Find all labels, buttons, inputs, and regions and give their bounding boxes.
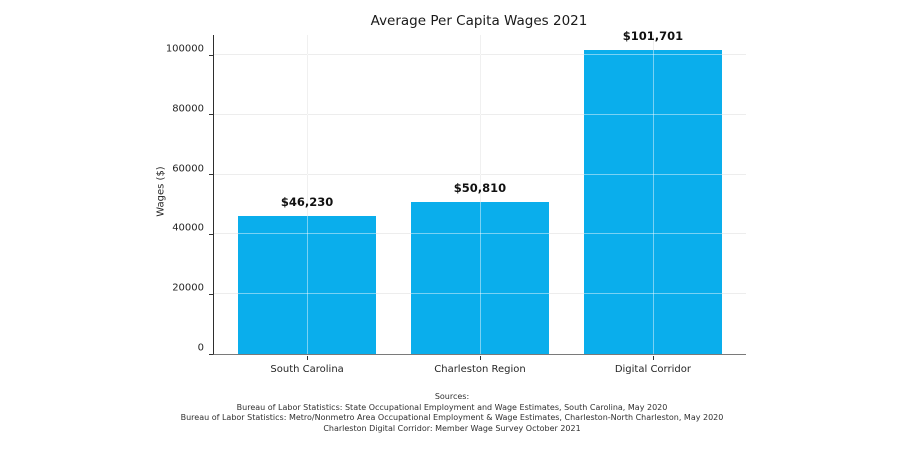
y-gridline-overlay [214, 293, 746, 295]
chart-title: Average Per Capita Wages 2021 [370, 13, 588, 29]
y-tick-label: 80000 [172, 103, 204, 115]
x-gridline-overlay [307, 35, 309, 354]
y-tick-label: 40000 [172, 222, 204, 234]
y-tick [209, 114, 213, 116]
y-tick [209, 174, 213, 176]
x-gridline-overlay [652, 35, 654, 354]
bar-value-label: $46,230 [280, 194, 334, 209]
y-tick-label: 60000 [172, 163, 204, 175]
y-tick [209, 54, 213, 56]
y-gridline-overlay [214, 113, 746, 115]
plot-area: 0 20000 40000 60000 80000 100000 $46,230 South … [166, 29, 746, 375]
sources-line: Sources: [434, 392, 470, 401]
x-tick [652, 356, 654, 360]
y-gridline-overlay [214, 233, 746, 235]
y-tick [209, 293, 213, 295]
y-tick-label: 20000 [172, 282, 204, 294]
x-gridline [307, 35, 309, 354]
x-tick-label: Charleston Region [434, 364, 526, 375]
y-axis-title: Wages ($) [155, 166, 167, 217]
sources-line: Bureau of Labor Statistics: Metro/Nonmet… [180, 413, 724, 422]
x-tick-label: South Carolina [270, 364, 344, 375]
y-gridline-overlay [214, 173, 746, 175]
x-tick [307, 356, 309, 360]
y-tick-label: 0 [197, 342, 204, 354]
y-tick [209, 353, 213, 355]
x-gridline [480, 35, 481, 354]
bar [583, 49, 723, 354]
sources-note: Sources: Bureau of Labor Statistics: Sta… [0, 392, 904, 434]
y-tick [209, 233, 213, 235]
x-tick-label: Digital Corridor [614, 364, 691, 375]
y-gridline-overlay [214, 54, 746, 56]
bar-value-label: $101,701 [622, 28, 684, 43]
x-tick [480, 356, 481, 360]
bar [237, 215, 377, 354]
x-gridline-overlay [480, 35, 481, 354]
y-tick-label: 100000 [165, 43, 204, 55]
sources-line: Bureau of Labor Statistics: State Occupa… [236, 402, 668, 412]
bar-value-label: $50,810 [453, 181, 507, 196]
sources-line: Charleston Digital Corridor: Member Wage… [323, 423, 581, 433]
bar [410, 202, 550, 354]
